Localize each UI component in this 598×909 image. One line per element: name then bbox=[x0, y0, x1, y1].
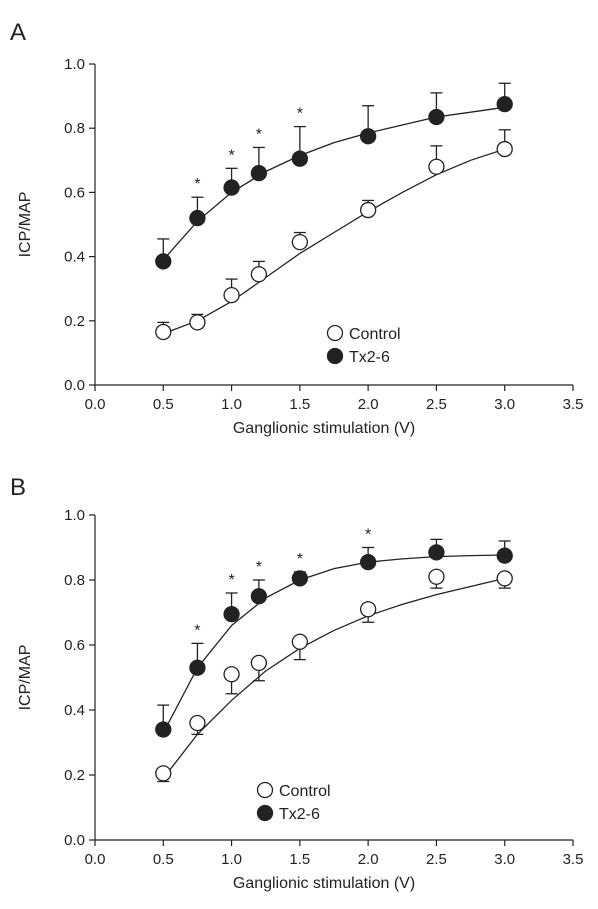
x-tick-label: 0.0 bbox=[85, 396, 106, 413]
y-tick-label: 1.0 bbox=[64, 56, 85, 73]
data-point-control bbox=[189, 714, 206, 732]
x-tick-label: 0.5 bbox=[153, 851, 174, 868]
data-point-control bbox=[496, 140, 513, 158]
legend-marker bbox=[326, 324, 344, 342]
legend-label: Control bbox=[349, 326, 401, 343]
data-point-tx2-6 bbox=[359, 553, 377, 571]
data-point-tx2-6 bbox=[189, 659, 206, 676]
panel-b: B 0.0 0.5 1.0 1.5 2.0 2.5 3.0 3.50.00.20.40.60.… bbox=[10, 474, 583, 892]
x-tick-label: 0.0 bbox=[85, 851, 106, 868]
panel-a-plot: 0.0 0.5 1.0 1.5 2.0 2.5 3.0 3.5 0.0 0.2 0.4 0.6 0.8 1… bbox=[17, 56, 583, 437]
y-tick-label: 0.4 bbox=[64, 249, 85, 266]
data-point-control bbox=[428, 568, 445, 585]
data-point-control bbox=[428, 158, 445, 175]
x-tick-label: 0.5 bbox=[153, 396, 174, 413]
x-axis-title: Ganglionic stimulation (V) bbox=[233, 875, 415, 892]
data-point-tx2-6 bbox=[359, 128, 377, 145]
significance-asterisk: * bbox=[256, 126, 262, 143]
significance-asterisk: * bbox=[228, 147, 234, 164]
y-tick-label: 0.8 bbox=[64, 120, 85, 137]
significance-asterisk: * bbox=[194, 622, 200, 639]
data-point-tx2-6 bbox=[496, 95, 513, 113]
data-point-tx2-6 bbox=[223, 605, 240, 623]
data-point-tx2-6 bbox=[291, 150, 309, 167]
y-axis-title: ICP/MAP bbox=[17, 192, 34, 258]
data-point-control bbox=[155, 323, 172, 341]
data-point-control bbox=[359, 601, 377, 618]
y-axis-title: ICP/MAP bbox=[17, 645, 34, 711]
y-tick-label: 0.8 bbox=[64, 572, 85, 589]
legend-marker bbox=[256, 804, 274, 822]
data-point-tx2-6 bbox=[428, 544, 445, 561]
fit-curve-tx2-6 bbox=[162, 106, 505, 261]
data-point-tx2-6 bbox=[155, 721, 172, 738]
legend-marker bbox=[256, 781, 274, 799]
fit-curve-control bbox=[163, 148, 505, 335]
significance-asterisk: * bbox=[297, 551, 303, 568]
x-tick-label: 1.0 bbox=[221, 851, 242, 868]
legend-label: Tx2-6 bbox=[349, 349, 390, 366]
significance-asterisk: * bbox=[297, 106, 303, 123]
panel-b-plot: 0.0 0.5 1.0 1.5 2.0 2.5 3.0 3.5 0.0 0.2 0.4 0.6 0.8 1… bbox=[17, 507, 583, 892]
fit-curve-control bbox=[162, 577, 505, 779]
data-point-control bbox=[291, 234, 309, 251]
y-tick-label: 1.0 bbox=[64, 507, 85, 524]
data-point-tx2-6 bbox=[223, 179, 240, 196]
x-tick-label: 3.5 bbox=[563, 396, 584, 413]
data-point-tx2-6 bbox=[496, 547, 513, 564]
legend-label: Control bbox=[279, 783, 331, 800]
x-tick-label: 3.0 bbox=[494, 396, 515, 413]
fit-curve-tx2-6 bbox=[162, 554, 505, 734]
data-point-control bbox=[223, 666, 240, 683]
y-tick-label: 0.4 bbox=[64, 702, 85, 719]
y-tick-label: 0.6 bbox=[64, 184, 85, 201]
y-tick-label: 0.2 bbox=[64, 767, 85, 784]
panel-a: A 0.0 0.5 1.0 1.5 2.0 2.5 3.0 3.50.00.20.40.60.… bbox=[10, 19, 583, 437]
x-axis-title: Ganglionic stimulation (V) bbox=[233, 420, 415, 437]
x-tick-label: 2.5 bbox=[426, 851, 447, 868]
x-tick-label: 1.0 bbox=[221, 396, 242, 413]
data-point-control bbox=[291, 633, 309, 650]
legend-label: Tx2-6 bbox=[279, 806, 320, 823]
data-point-tx2-6 bbox=[428, 108, 445, 126]
x-tick-label: 3.0 bbox=[494, 851, 515, 868]
data-point-control bbox=[250, 654, 268, 672]
x-tick-label: 1.5 bbox=[289, 851, 310, 868]
data-point-control bbox=[496, 570, 513, 587]
x-tick-label: 3.5 bbox=[563, 851, 584, 868]
significance-asterisk: * bbox=[365, 527, 371, 544]
x-tick-label: 2.5 bbox=[426, 396, 447, 413]
y-tick-label: 0.0 bbox=[64, 832, 85, 849]
x-tick-label: 1.5 bbox=[289, 396, 310, 413]
panel-a-label: A bbox=[10, 19, 26, 46]
x-tick-label: 2.0 bbox=[358, 851, 379, 868]
data-point-control bbox=[223, 286, 240, 304]
y-tick-label: 0.6 bbox=[64, 637, 85, 654]
data-point-tx2-6 bbox=[291, 570, 309, 587]
significance-asterisk: * bbox=[228, 572, 234, 589]
legend-marker bbox=[326, 347, 344, 365]
significance-asterisk: * bbox=[194, 176, 200, 193]
data-point-control bbox=[250, 266, 268, 283]
data-point-tx2-6 bbox=[250, 588, 268, 605]
y-tick-label: 0.2 bbox=[64, 313, 85, 330]
data-point-control bbox=[155, 765, 172, 782]
panel-b-label: B bbox=[10, 474, 26, 501]
data-point-tx2-6 bbox=[189, 209, 206, 227]
data-point-control bbox=[359, 201, 377, 219]
significance-asterisk: * bbox=[256, 559, 262, 576]
y-tick-label: 0.0 bbox=[64, 377, 85, 394]
data-point-control bbox=[189, 314, 206, 331]
data-point-tx2-6 bbox=[250, 164, 268, 182]
data-point-tx2-6 bbox=[155, 253, 172, 270]
x-tick-label: 2.0 bbox=[358, 396, 379, 413]
